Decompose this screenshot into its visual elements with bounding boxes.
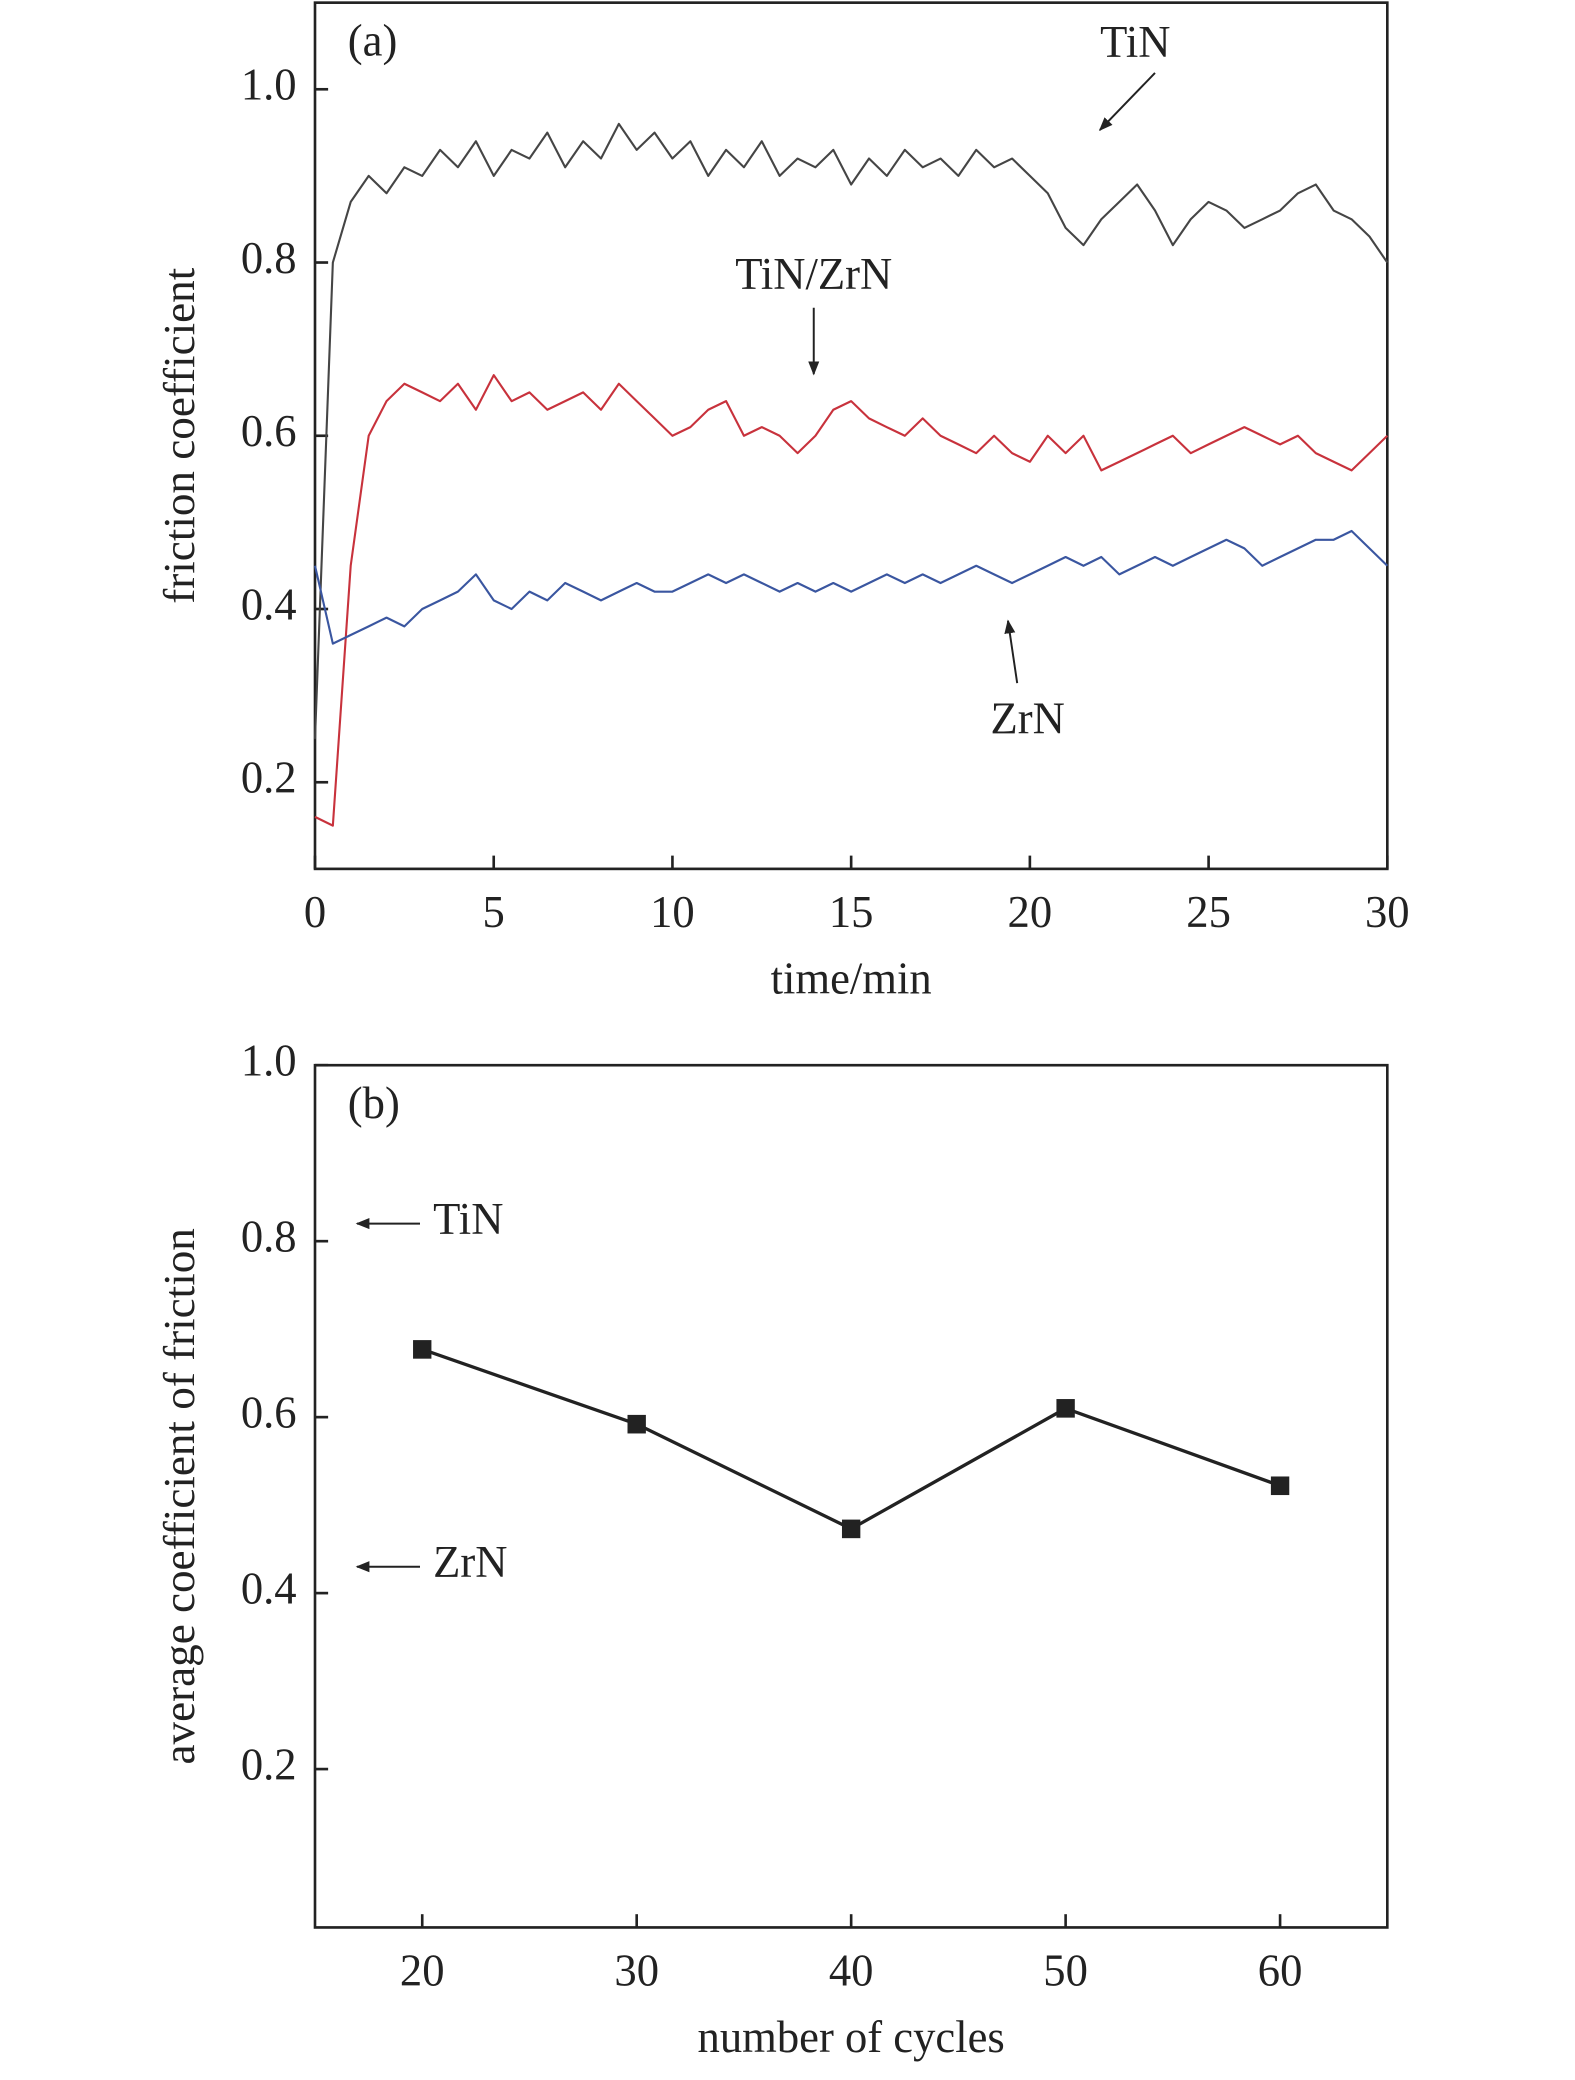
marker	[413, 1340, 432, 1359]
y-axis-label: average coefficient of friction	[154, 1228, 204, 1764]
annotation-arrow	[1098, 72, 1156, 131]
series-annotation: TiN	[1100, 17, 1170, 67]
x-tick-label: 20	[1008, 887, 1053, 937]
series-line	[313, 122, 1389, 739]
y-tick-label: 0.8	[241, 1211, 297, 1261]
y-tick-label: 0.6	[241, 406, 297, 456]
x-tick-label: 10	[650, 887, 695, 937]
x-tick-label: 5	[483, 887, 505, 937]
x-tick-label: 20	[400, 1945, 445, 1995]
y-tick-label: 0.6	[241, 1387, 297, 1437]
x-tick-label: 40	[829, 1945, 874, 1995]
x-tick-label: 0	[304, 887, 326, 937]
annotation-arrow	[1004, 619, 1019, 684]
x-tick-label: 50	[1043, 1945, 1088, 1995]
series-annotation: TiN/ZrN	[735, 249, 892, 299]
y-tick-label: 0.4	[241, 1563, 297, 1613]
x-tick-label: 30	[614, 1945, 659, 1995]
marker	[627, 1414, 646, 1434]
series-line	[314, 374, 1389, 827]
series-line	[313, 529, 1389, 645]
panel-label: (a)	[348, 15, 398, 65]
x-tick-label: 25	[1186, 887, 1231, 937]
annotation: ZrN	[433, 1537, 507, 1587]
marker	[1270, 1476, 1290, 1496]
x-axis-label: number of cycles	[698, 2012, 1005, 2062]
y-tick-label: 0.2	[241, 1739, 297, 1789]
y-axis-label: friction coefficient	[154, 267, 204, 604]
marker	[841, 1519, 861, 1539]
annotation: TiN	[433, 1194, 503, 1244]
x-axis-label: time/min	[771, 953, 932, 1003]
x-tick-label: 60	[1258, 1945, 1303, 1995]
series-annotation: ZrN	[991, 693, 1065, 743]
panel-label: (b)	[348, 1078, 400, 1128]
series-line	[421, 1347, 1281, 1531]
y-tick-label: 0.4	[241, 579, 297, 629]
y-tick-label: 0.8	[241, 233, 297, 283]
y-tick-label: 1.0	[241, 59, 297, 109]
y-tick-label: 0.2	[241, 752, 297, 802]
x-tick-label: 30	[1365, 887, 1410, 937]
y-tick-label: 1.0	[241, 1035, 297, 1085]
x-tick-label: 15	[829, 887, 874, 937]
marker	[1056, 1399, 1075, 1418]
